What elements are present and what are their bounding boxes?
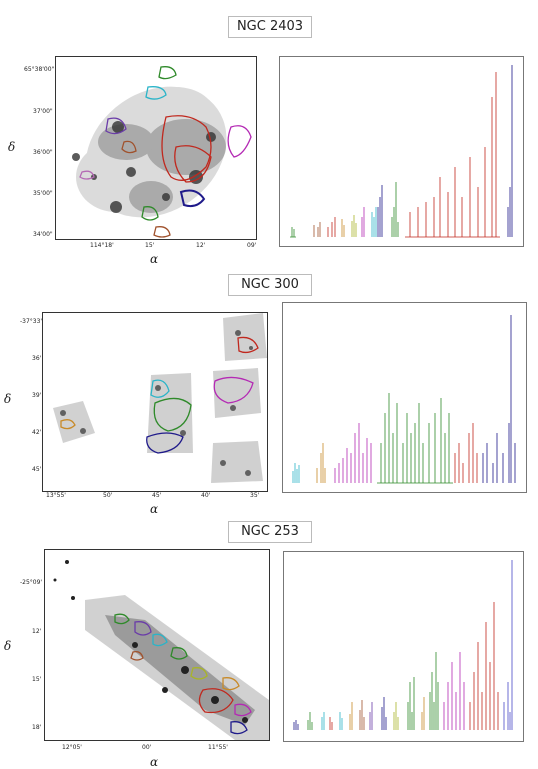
x-tick: 12°05' — [62, 744, 82, 751]
y-tick: 36' — [32, 355, 42, 362]
x-tick: 13°55' — [46, 492, 66, 499]
dendrogram — [279, 56, 524, 247]
y-tick: 36'00" — [33, 149, 53, 156]
panel-ngc253: NGC 253 δ α -25°09' 12' 15' 18' 12°05' 0… — [0, 517, 538, 769]
x-tick: 15' — [145, 242, 155, 249]
y-tick: 35'00" — [33, 190, 53, 197]
panel-title: NGC 2403 — [228, 16, 312, 38]
dendrogram — [282, 302, 527, 493]
x-axis-label: α — [150, 502, 159, 516]
dendrogram-graphic — [292, 315, 516, 484]
sky-map — [44, 549, 270, 741]
y-tick: 39' — [32, 392, 42, 399]
x-tick: 12' — [196, 242, 206, 249]
panel-title: NGC 253 — [228, 521, 312, 543]
sky-map — [42, 312, 268, 492]
x-axis-label: α — [150, 755, 159, 769]
y-tick: -37°33' — [20, 318, 43, 325]
x-tick: 09' — [247, 242, 257, 249]
panel-title: NGC 300 — [228, 274, 312, 296]
y-tick: 15' — [32, 676, 42, 683]
y-tick: -25°09' — [20, 579, 43, 586]
y-axis-label: δ — [8, 140, 16, 154]
y-axis-label: δ — [4, 392, 12, 406]
x-tick: 00' — [142, 744, 152, 751]
x-tick: 35' — [250, 492, 260, 499]
y-tick: 42' — [32, 429, 42, 436]
y-tick: 37'00" — [33, 108, 53, 115]
x-tick: 11°55' — [208, 744, 228, 751]
x-tick: 45' — [152, 492, 162, 499]
y-tick: 12' — [32, 628, 42, 635]
x-tick: 40' — [201, 492, 211, 499]
y-tick: 34'00" — [33, 231, 53, 238]
y-tick: 45' — [32, 466, 42, 473]
sky-map-graphic — [53, 560, 269, 740]
sky-map-graphic — [72, 66, 252, 238]
panel-ngc300: NGC 300 δ α -37°33' 36' 39' 42' 45' 13°5… — [0, 262, 538, 517]
y-tick: 65°38'00" — [24, 66, 55, 73]
y-axis-label: δ — [4, 639, 12, 653]
x-axis-label: α — [150, 252, 159, 266]
dendrogram-graphic — [293, 560, 513, 730]
dendrogram-graphic — [290, 65, 513, 238]
x-tick: 50' — [103, 492, 113, 499]
dendrogram — [283, 551, 524, 742]
sky-map-graphic — [53, 313, 267, 483]
y-tick: 18' — [32, 724, 42, 731]
x-tick: 114°18' — [90, 242, 114, 249]
sky-map — [55, 56, 257, 240]
panel-ngc2403: NGC 2403 δ α 65°38'00" 37'00" 36'00" 35'… — [0, 0, 538, 266]
